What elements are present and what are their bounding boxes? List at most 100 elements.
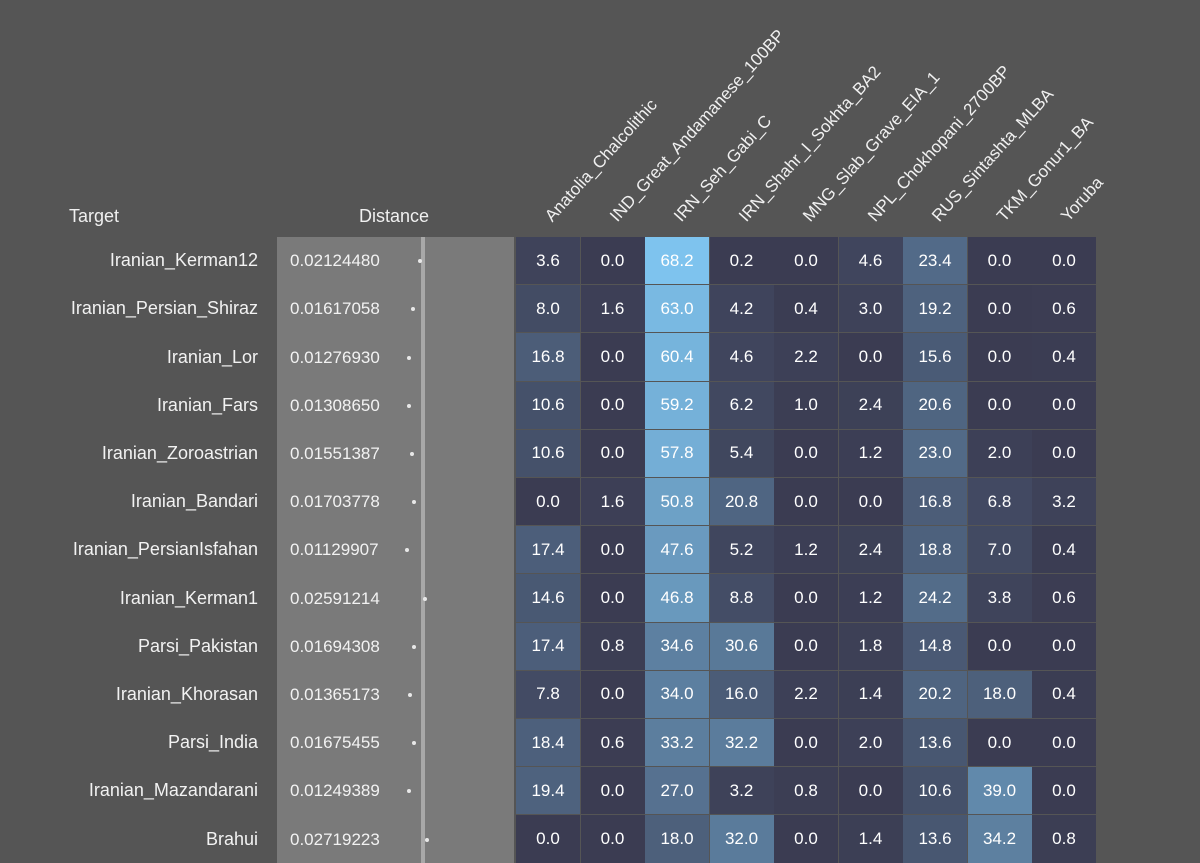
heatmap-cell: 17.4 — [516, 622, 580, 670]
row-label: Iranian_Zoroastrian — [101, 442, 258, 463]
row-label: Parsi_India — [167, 732, 258, 753]
distance-column-header: Distance — [359, 206, 430, 226]
heatmap-cell: 0.0 — [580, 670, 645, 718]
heatmap-cell: 0.6 — [1032, 285, 1096, 333]
distance-dot — [412, 500, 417, 505]
heatmap-cell: 0.2 — [709, 237, 774, 285]
heatmap-cell: 0.0 — [580, 574, 645, 622]
distance-dot — [411, 307, 416, 312]
heatmap-cell: 0.0 — [580, 767, 645, 815]
distance-panel — [277, 237, 514, 863]
heatmap-cell: 3.6 — [516, 237, 580, 285]
heatmap-cell: 0.4 — [1032, 670, 1096, 718]
heatmap-cell: 3.2 — [1032, 478, 1096, 526]
heatmap-cell: 32.2 — [709, 719, 774, 767]
distance-dot — [412, 644, 417, 649]
heatmap-cell: 0.8 — [1032, 815, 1096, 863]
heatmap-cell: 0.0 — [774, 815, 838, 863]
row-label: Brahui — [205, 828, 258, 849]
heatmap-cell: 16.8 — [516, 333, 580, 381]
heatmap-cell: 2.2 — [774, 333, 838, 381]
heatmap-cell: 0.0 — [580, 381, 645, 429]
heatmap-cell: 14.6 — [516, 574, 580, 622]
heatmap-cell: 0.8 — [774, 767, 838, 815]
heatmap-cell: 1.2 — [838, 429, 903, 477]
heatmap-cell: 0.0 — [1032, 429, 1096, 477]
heatmap-cell: 0.6 — [580, 719, 645, 767]
row-label: Parsi_Pakistan — [137, 635, 258, 656]
heatmap-cell: 0.0 — [580, 815, 645, 863]
distance-value: 0.01675455 — [290, 733, 380, 753]
heatmap-cell: 8.0 — [516, 285, 580, 333]
heatmap-cell: 18.0 — [645, 815, 709, 863]
heatmap-cell: 1.2 — [838, 574, 903, 622]
heatmap-cell: 6.2 — [709, 381, 774, 429]
heatmap-cell: 20.8 — [709, 478, 774, 526]
heatmap-cell: 7.0 — [967, 526, 1032, 574]
heatmap-cell: 23.4 — [903, 237, 967, 285]
column-label: Yoruba — [1057, 173, 1107, 226]
heatmap-cell: 46.8 — [645, 574, 709, 622]
heatmap-cell: 2.4 — [838, 526, 903, 574]
heatmap-cell: 24.2 — [903, 574, 967, 622]
heatmap-cell: 1.4 — [838, 670, 903, 718]
distance-value: 0.01703778 — [290, 492, 380, 512]
heatmap-cell: 18.8 — [903, 526, 967, 574]
row-label: Iranian_Mazandarani — [88, 780, 258, 801]
heatmap-cell: 47.6 — [645, 526, 709, 574]
heatmap-cell: 0.6 — [1032, 574, 1096, 622]
row-label: Iranian_Fars — [156, 394, 258, 415]
heatmap-cell: 32.0 — [709, 815, 774, 863]
row-label: Iranian_PersianIsfahan — [72, 539, 258, 560]
heatmap-cell: 8.8 — [709, 574, 774, 622]
heatmap-cell: 19.2 — [903, 285, 967, 333]
row-label: Iranian_Khorasan — [115, 683, 258, 704]
target-column-header: Target — [69, 206, 120, 226]
heatmap-cell: 0.0 — [1032, 719, 1096, 767]
heatmap-cell: 13.6 — [903, 719, 967, 767]
distance-axis-line — [421, 237, 425, 863]
heatmap-cell: 60.4 — [645, 333, 709, 381]
heatmap-cell: 1.4 — [838, 815, 903, 863]
heatmap-cell: 30.6 — [709, 622, 774, 670]
distance-dot — [410, 451, 415, 456]
heatmap-cell: 0.0 — [967, 285, 1032, 333]
heatmap-cell: 0.0 — [774, 478, 838, 526]
heatmap-cell: 4.6 — [709, 333, 774, 381]
distance-value: 0.01308650 — [290, 395, 380, 415]
heatmap-cell: 0.0 — [774, 429, 838, 477]
heatmap-cell: 0.0 — [1032, 237, 1096, 285]
heatmap-cell: 4.6 — [838, 237, 903, 285]
distance-value: 0.01617058 — [290, 299, 380, 319]
heatmap-cell: 0.0 — [967, 237, 1032, 285]
heatmap-cell: 13.6 — [903, 815, 967, 863]
distance-dot — [406, 789, 411, 794]
distance-value: 0.02591214 — [290, 588, 380, 608]
distance-dot — [407, 403, 412, 408]
heatmap-cell: 4.2 — [709, 285, 774, 333]
heatmap-cell: 0.0 — [1032, 767, 1096, 815]
heatmap-cell: 0.0 — [516, 815, 580, 863]
heatmap-cell: 0.8 — [580, 622, 645, 670]
column-label: RUS_Sintashta_MLBA — [928, 84, 1058, 226]
heatmap-cell: 39.0 — [967, 767, 1032, 815]
row-label: Iranian_Bandari — [130, 491, 258, 512]
heatmap-cell: 23.0 — [903, 429, 967, 477]
heatmap-cell: 0.0 — [580, 237, 645, 285]
heatmap-cell: 2.4 — [838, 381, 903, 429]
distance-value: 0.01276930 — [290, 347, 380, 367]
distance-dot — [424, 837, 429, 842]
heatmap-cell: 19.4 — [516, 767, 580, 815]
distance-dot — [408, 692, 413, 697]
heatmap-cell: 1.6 — [580, 478, 645, 526]
heatmap-cell: 1.8 — [838, 622, 903, 670]
heatmap-cell: 34.6 — [645, 622, 709, 670]
distance-dot — [417, 259, 422, 264]
distance-dot — [423, 596, 428, 601]
heatmap-cell: 10.6 — [516, 429, 580, 477]
heatmap-cell: 5.4 — [709, 429, 774, 477]
heatmap-cell: 63.0 — [645, 285, 709, 333]
heatmap-cell: 17.4 — [516, 526, 580, 574]
heatmap-cell: 34.0 — [645, 670, 709, 718]
